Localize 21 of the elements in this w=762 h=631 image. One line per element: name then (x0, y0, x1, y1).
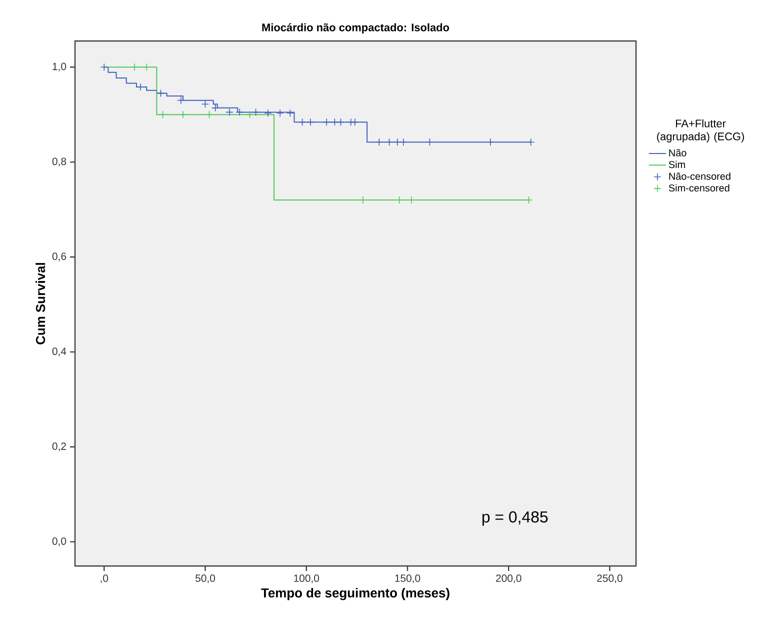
y-tick-label: 0,6 (52, 252, 66, 262)
legend-label: Não-censored (669, 172, 730, 180)
annotation: p = 0,485 (482, 511, 548, 526)
chart-title: Miocárdio não compactado: Isolado (262, 23, 450, 34)
legend-label: Não (669, 149, 686, 156)
x-tick-label: ,0 (100, 574, 108, 584)
x-tick-label: 150,0 (395, 574, 420, 584)
legend-label: Sim-censored (668, 184, 730, 192)
x-tick-label: 250,0 (597, 574, 622, 584)
y-tick-label: 0,8 (52, 158, 66, 166)
y-tick-label: 0,2 (52, 442, 66, 452)
y-tick-label: 1,0 (52, 62, 66, 72)
legend-title: FA+Flutter (agrupada) (ECG) (657, 119, 744, 142)
legend-label: Sim (668, 160, 685, 168)
y-tick-label: 0,4 (52, 348, 66, 356)
x-tick-label: 50,0 (195, 574, 216, 584)
y-axis-title: Cum Survival (36, 263, 46, 344)
x-tick-label: 100,0 (294, 574, 320, 584)
x-tick-label: 200,0 (496, 574, 522, 584)
x-axis-title: Tempo de seguimento (meses) (261, 588, 450, 600)
y-tick-label: 0,0 (52, 537, 66, 546)
